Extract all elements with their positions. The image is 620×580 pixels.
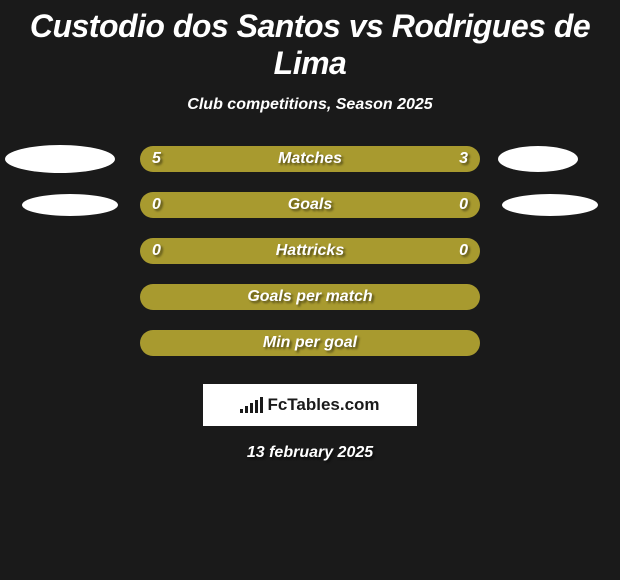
logo-text: FcTables.com: [267, 395, 379, 415]
stat-row-hattricks: 0 Hattricks 0: [0, 238, 620, 264]
stat-bar: Goals per match: [140, 284, 480, 310]
stat-row-goals: 0 Goals 0: [0, 192, 620, 218]
player-left-dot: [5, 145, 115, 173]
stat-label: Min per goal: [263, 334, 357, 352]
comparison-subtitle: Club competitions, Season 2025: [0, 96, 620, 114]
stat-label: Goals: [288, 196, 332, 214]
stat-rows: 5 Matches 3 0 Goals 0 0 Hattricks 0 Goal…: [0, 146, 620, 356]
stat-bar: Min per goal: [140, 330, 480, 356]
stat-label: Hattricks: [276, 242, 344, 260]
snapshot-date: 13 february 2025: [0, 444, 620, 462]
stat-value-left: 0: [152, 196, 161, 214]
stat-row-min-per-goal: Min per goal: [0, 330, 620, 356]
stat-label: Goals per match: [247, 288, 372, 306]
stat-bar: 0 Hattricks 0: [140, 238, 480, 264]
comparison-title: Custodio dos Santos vs Rodrigues de Lima: [0, 0, 620, 82]
stat-value-right: 0: [459, 196, 468, 214]
stat-value-left: 5: [152, 150, 161, 168]
stat-row-matches: 5 Matches 3: [0, 146, 620, 172]
logo-bars-icon: [240, 397, 263, 413]
stat-bar: 0 Goals 0: [140, 192, 480, 218]
player-left-dot: [22, 194, 118, 216]
fctables-logo: FcTables.com: [203, 384, 417, 426]
player-right-dot: [498, 146, 578, 172]
stat-row-goals-per-match: Goals per match: [0, 284, 620, 310]
stat-value-right: 0: [459, 242, 468, 260]
stat-value-left: 0: [152, 242, 161, 260]
stat-value-right: 3: [459, 150, 468, 168]
stat-bar: 5 Matches 3: [140, 146, 480, 172]
stat-label: Matches: [278, 150, 342, 168]
player-right-dot: [502, 194, 598, 216]
